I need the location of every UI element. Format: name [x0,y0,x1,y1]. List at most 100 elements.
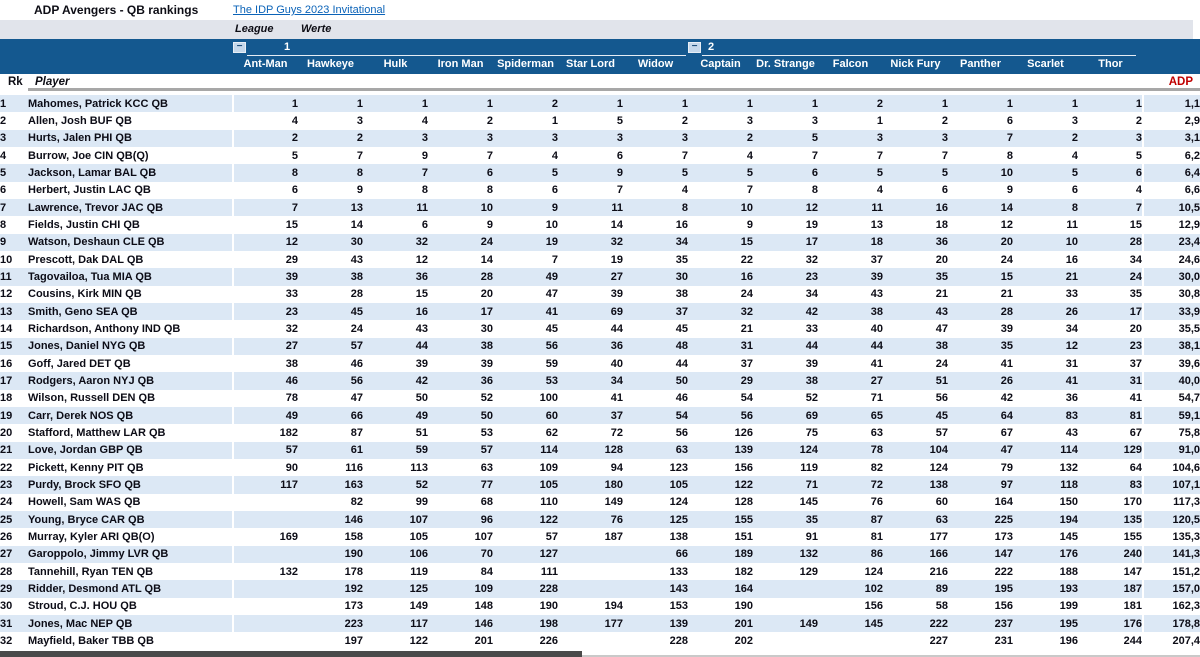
rank-cell: 13 [0,302,28,321]
value-cell-iron-man: 146 [428,614,493,633]
adp-cell: 157,0 [1143,580,1200,598]
adp-cell: 178,8 [1143,614,1200,633]
value-cell-hawkeye: 8 [298,164,363,182]
value-cell-dr-strange: 23 [753,268,818,286]
value-cell-hawkeye: 43 [350,253,363,266]
table-row: 7 Lawrence, Trevor JAC QB 7 13 11 10 9 11 8 10 12 1… [0,198,1200,217]
scrollbar-thumb[interactable] [0,651,582,657]
adp-cell: 24,6 [1178,253,1200,266]
value-cell-falcon [818,632,883,649]
table-row: 14 Richardson, Anthony IND QB 32 24 43 30 45 44… [0,320,1200,338]
value-cell-spiderman: 100 [539,392,558,405]
adp-cell: 39,6 [1178,357,1200,370]
value-cell-iron-man: 53 [480,426,493,439]
rank-cell: 10 [0,253,13,266]
value-cell-spiderman: 59 [545,357,558,370]
rank-cell: 1 [0,95,28,113]
value-cell-ant-man: 169 [279,530,298,543]
value-cell-star-lord: 1 [558,95,623,113]
value-cell-panther: 7 [948,129,1013,147]
value-cell-panther: 41 [1000,357,1013,370]
player-cell: Richardson, Anthony IND QB [28,320,234,338]
adp-cell: 33,9 [1143,302,1200,321]
table-row: 23 Purdy, Brock SFO QB 117 163 52 77 105 180 105… [0,476,1200,494]
value-cell-hulk: 113 [410,461,428,474]
value-cell-dr-strange [753,580,818,598]
value-cell-hulk: 117 [363,614,428,633]
column-header-dr-strange: Dr. Strange [756,58,815,70]
value-cell-nick-fury: 20 [935,253,948,266]
value-cell-star-lord: 3 [558,129,623,147]
scrollbar-track[interactable] [0,655,1200,657]
invitational-link[interactable]: The IDP Guys 2023 Invitational [233,4,386,16]
value-cell-captain: 7 [746,184,753,197]
table-row: 18 Wilson, Russell DEN QB 78 47 50 52 100 41 46 5… [0,389,1200,407]
value-cell-iron-man: 30 [480,322,493,335]
value-cell-nick-fury: 43 [883,302,948,321]
value-cell-hulk: 9 [421,149,428,162]
value-cell-spiderman: 190 [539,600,558,613]
value-cell-thor: 34 [1078,250,1144,269]
table-row: 24 Howell, Sam WAS QB 82 99 68 110 149 124 128 14… [0,493,1200,511]
column-header-iron-man: Iron Man [437,58,484,70]
value-cell-scarlet: 12 [1013,337,1078,355]
value-cell-iron-man: 17 [428,302,493,321]
player-cell: Jones, Daniel NYG QB [28,337,234,355]
value-cell-iron-man: 52 [480,392,493,405]
value-cell-star-lord: 37 [558,406,623,425]
value-cell-ant-man: 6 [291,184,298,197]
value-cell-falcon: 72 [818,476,883,494]
value-cell-hawkeye: 24 [350,322,363,335]
value-cell-captain: 122 [688,476,753,494]
value-cell-star-lord [558,545,623,563]
value-cell-dr-strange: 39 [805,357,818,370]
value-cell-star-lord [558,632,623,649]
value-cell-ant-man: 33 [285,288,298,301]
value-cell-star-lord: 14 [610,218,623,231]
rank-cell: 31 [0,614,28,633]
adp-cell: 162,3 [1172,600,1200,613]
value-cell-star-lord: 7 [616,184,623,197]
value-cell-widow: 2 [681,114,688,127]
value-cell-thor: 129 [1078,441,1144,459]
value-cell-ant-man [233,614,298,633]
value-cell-thor: 7 [1078,198,1144,217]
value-cell-hawkeye: 47 [350,392,363,405]
table-row: 6 Herbert, Justin LAC QB 6 9 8 8 6 7 4 7 8 4 6 9 6 4 6,6 [0,181,1200,199]
rank-cell: 22 [0,461,13,474]
player-cell: Mahomes, Patrick KCC QB [28,95,234,113]
value-cell-spiderman: 56 [493,337,558,355]
table-row: 17 Rodgers, Aaron NYJ QB 46 56 42 36 53 34 50 29 3… [0,372,1200,390]
value-cell-panther: 24 [1000,253,1013,266]
value-cell-scarlet: 5 [1013,164,1078,182]
value-cell-iron-man: 63 [480,461,493,474]
collapse-group-1-button[interactable]: − [233,42,246,53]
value-cell-dr-strange: 132 [753,545,818,563]
value-cell-thor: 6 [1078,164,1144,182]
value-cell-thor: 64 [1078,458,1144,477]
value-cell-thor: 135 [1078,510,1144,529]
player-cell: Lawrence, Trevor JAC QB [28,198,234,217]
value-cell-hulk: 6 [421,218,428,231]
player-cell: Burrow, Joe CIN QB(Q) [28,146,234,165]
rk-column-header: Rk [8,76,23,88]
column-header-star-lord: Star Lord [566,58,615,70]
column-header-ant-man: Ant-Man [243,58,288,70]
value-cell-thor: 240 [1078,545,1144,563]
collapse-group-2-button[interactable]: − [688,42,701,53]
value-cell-hulk: 15 [415,288,428,301]
value-cell-panther: 42 [1000,392,1013,405]
value-cell-widow: 228 [669,634,688,647]
value-cell-nick-fury: 6 [941,184,948,197]
value-cell-spiderman: 62 [545,426,558,439]
adp-cell: 3,1 [1143,129,1200,147]
value-cell-widow: 50 [623,372,688,390]
value-cell-widow: 138 [669,530,688,543]
table-row: 32 Mayfield, Baker TBB QB 197 122 201 226 228 2… [0,632,1200,650]
value-cell-captain: 126 [734,426,753,439]
value-cell-scarlet: 194 [1013,510,1078,529]
value-cell-panther: 1 [948,95,1013,113]
rank-cell: 9 [0,233,28,251]
value-cell-nick-fury: 222 [883,614,948,633]
